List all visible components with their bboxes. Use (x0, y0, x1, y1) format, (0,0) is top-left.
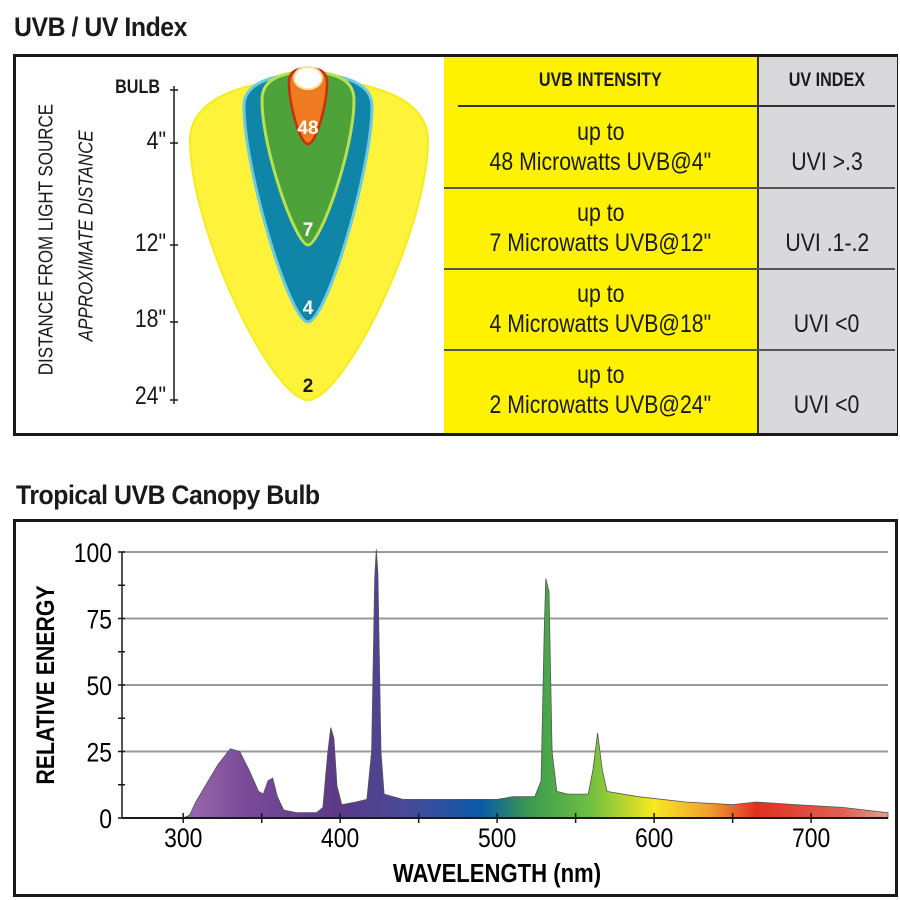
header-uv-index: UV INDEX (788, 70, 866, 91)
y-tick-label: 25 (86, 738, 112, 768)
table-row-uvi: UVI <0 (794, 390, 860, 419)
table-row-intensity: up to 7 Microwatts UVB@12" (489, 199, 712, 257)
zone-label-2: 2 (303, 376, 314, 397)
x-tick-label: 600 (635, 823, 673, 853)
header-divider (458, 105, 895, 107)
spectrum-title: Tropical UVB Canopy Bulb (16, 480, 320, 510)
table-row-intensity: up to 2 Microwatts UVB@24" (489, 361, 712, 419)
spectrum-panel (13, 519, 898, 897)
zone-label-4: 4 (303, 298, 314, 319)
row-divider (444, 349, 895, 351)
y-tick-label: 75 (86, 605, 112, 635)
table-row-intensity: up to 4 Microwatts UVB@18" (489, 280, 712, 338)
row-divider (444, 187, 895, 189)
tick-12in: 12" (134, 229, 166, 257)
table-row-uvi: UVI .1-.2 (785, 228, 869, 257)
uv-index-column (757, 57, 897, 433)
y-tick-label: 50 (86, 671, 112, 701)
uv-panel-title: UVB / UV Index (14, 12, 188, 42)
tick-18in: 18" (134, 305, 166, 333)
row-divider (444, 268, 895, 270)
x-tick-label: 400 (321, 823, 359, 853)
y-tick-label: 100 (74, 538, 112, 568)
tick-bulb: BULB (115, 77, 160, 98)
tick-24in: 24" (134, 382, 166, 410)
tick-4in: 4" (146, 127, 166, 155)
spectrum-area (122, 549, 889, 819)
x-tick-label: 700 (792, 823, 830, 853)
table-row-uvi: UVI <0 (794, 309, 860, 338)
table-row-uvi: UVI >.3 (791, 147, 863, 176)
uvb-zone-diagram: 48 7 4 2 (170, 66, 430, 404)
zone-label-7: 7 (303, 220, 314, 241)
bulb-icon (293, 66, 323, 90)
zone-label-48: 48 (297, 118, 318, 139)
y-tick-label: 0 (99, 804, 112, 834)
zone-7-green (260, 70, 356, 247)
x-tick-label: 500 (478, 823, 516, 853)
x-tick-label: 300 (164, 823, 202, 853)
header-uvb-intensity: UVB INTENSITY (539, 70, 662, 91)
table-row-intensity: up to 48 Microwatts UVB@4" (489, 118, 712, 176)
uvb-intensity-column (444, 57, 757, 433)
y-axis-label: RELATIVE ENERGY (31, 585, 59, 785)
distance-axis (170, 86, 178, 404)
x-axis-label: WAVELENGTH (nm) (393, 859, 601, 888)
